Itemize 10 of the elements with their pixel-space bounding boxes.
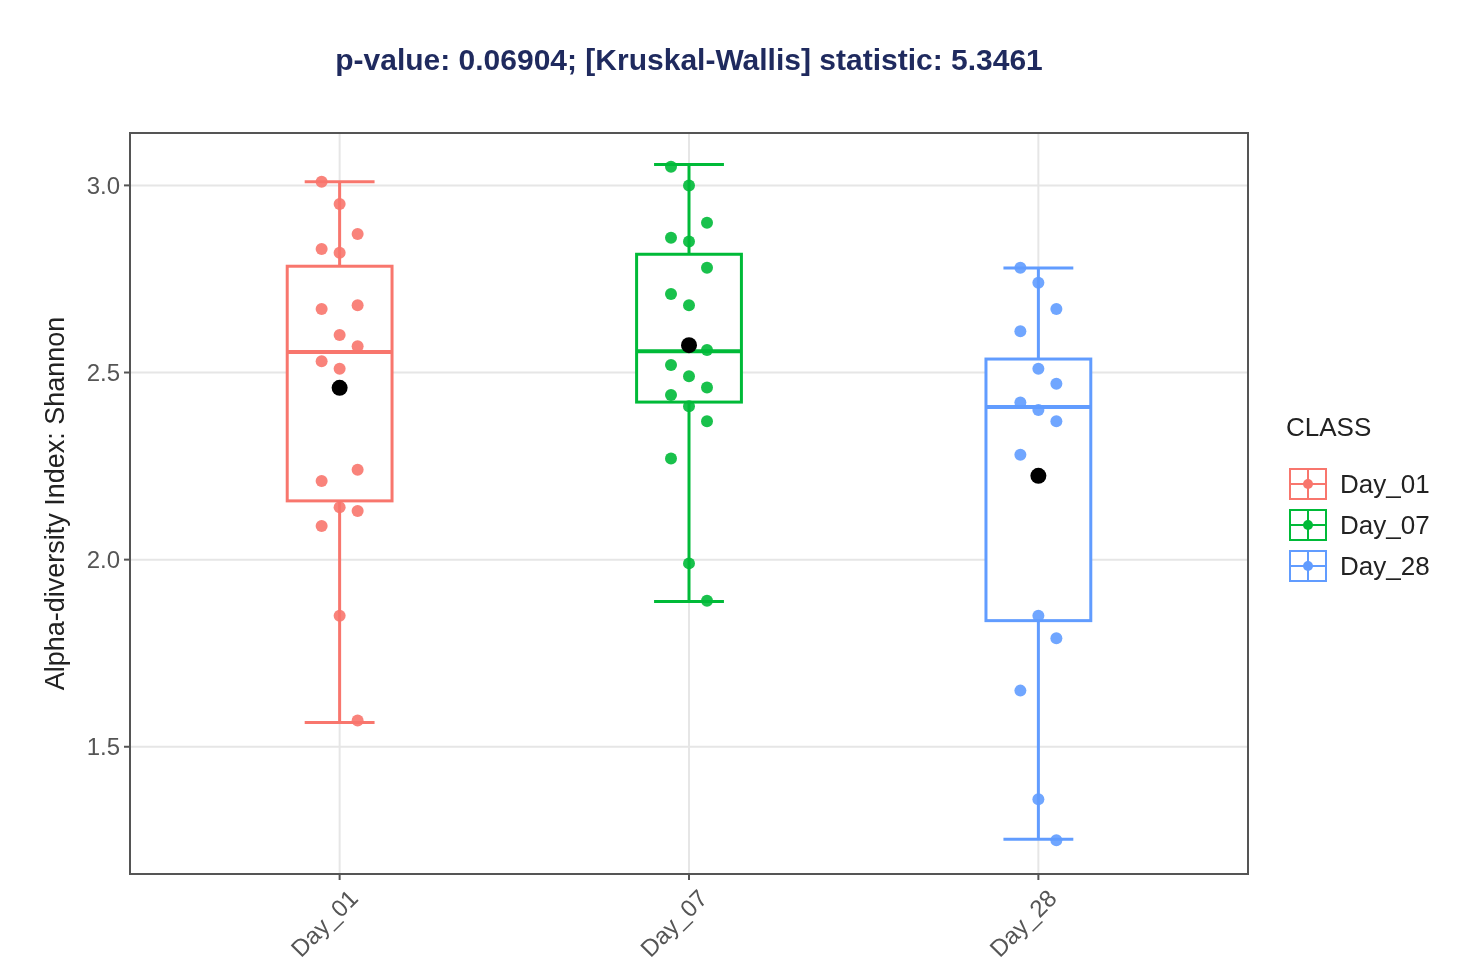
- y-tick-label: 3.0: [86, 171, 120, 199]
- chart-title: p-value: 0.06904; [Kruskal-Wallis] statistic: 5.3461: [335, 43, 1043, 76]
- legend-label: Day_01: [1340, 469, 1430, 500]
- legend-title: CLASS: [1286, 412, 1372, 442]
- legend-label: Day_07: [1340, 510, 1430, 541]
- y-tick-label: 1.5: [86, 733, 120, 761]
- y-axis-title: Alpha-diversity Index: Shannon: [40, 316, 70, 691]
- y-tick-label: 2.0: [86, 546, 120, 574]
- legend-label: Day_28: [1340, 551, 1430, 582]
- y-tick-label: 2.5: [86, 358, 120, 386]
